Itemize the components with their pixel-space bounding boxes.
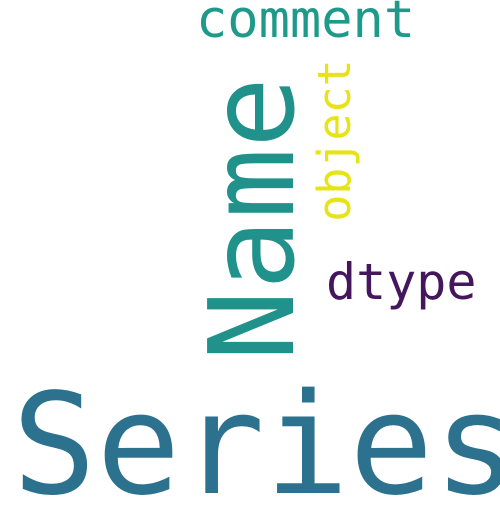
word-comment: comment [196, 0, 416, 50]
word-name-container: Name [184, 55, 322, 383]
word-dtype: dtype [326, 253, 477, 311]
word-series: Series [12, 364, 500, 527]
word-name: Name [183, 76, 322, 362]
